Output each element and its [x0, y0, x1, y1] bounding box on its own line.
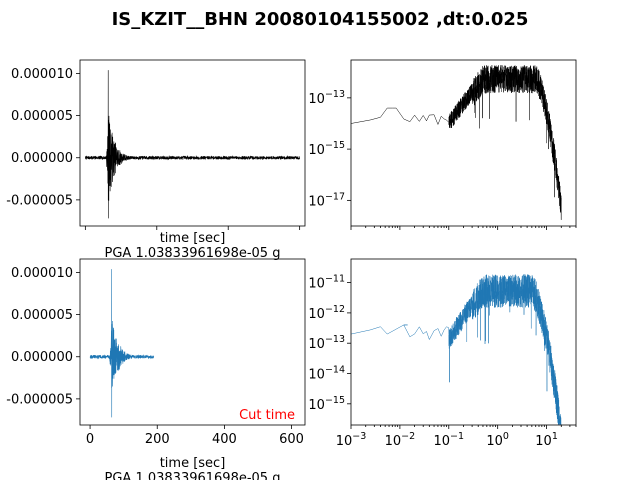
x-tick-label: 100 [486, 431, 509, 449]
y-tick-label: 10−15 [308, 140, 345, 158]
panel-raw_spectrum: 10−17 10−15 10−13 [308, 59, 577, 230]
y-tick-label: 0.000005 [11, 308, 73, 323]
y-tick-label: 10−15 [308, 395, 345, 413]
y-tick-label: -0.000005 [6, 193, 73, 208]
y-tick-label: -0.000005 [6, 392, 73, 407]
figure-title: IS_KZIT__BHN 20080104155002 ,dt:0.025 [112, 9, 529, 30]
y-tick-label: 0.000005 [11, 109, 73, 124]
panel-cut_time: -0.000005 0.000000 0.000005 0.000010 0 200 400… [6, 258, 306, 480]
y-tick-label: 10−11 [308, 274, 345, 292]
y-tick-label: 0.000000 [11, 350, 73, 365]
y-tick-label: 10−13 [308, 334, 345, 352]
series-line [350, 274, 562, 425]
x-tick-label: 0 [86, 432, 94, 447]
pga-caption: PGA 1.03833961698e-05 g [105, 246, 281, 261]
panel-cut_spectrum: 10−3 10−2 10−1 100 101 10−15 10−14 10−13 10−12 10… [308, 258, 577, 449]
y-tick-label: 10−12 [308, 304, 345, 322]
y-tick-label: 0.000010 [11, 67, 73, 82]
series-line [350, 65, 562, 220]
pga-caption: PGA 1.03833961698e-05 g [105, 471, 281, 480]
x-tick-label: 10−2 [385, 431, 416, 449]
plot-frame [350, 258, 577, 426]
x-tick-label: 600 [279, 432, 304, 447]
x-tick-label: 101 [535, 431, 558, 449]
plot-frame [79, 59, 306, 227]
x-tick-label: 200 [145, 432, 170, 447]
plot-frame [79, 258, 306, 426]
x-tick-label: 400 [212, 432, 237, 447]
y-tick-label: 0.000000 [11, 151, 73, 166]
x-tick-label: 10−1 [434, 431, 465, 449]
y-tick-label: 0.000010 [11, 266, 73, 281]
x-axis-label: time [sec] [160, 456, 226, 471]
panel-raw_time: -0.000005 0.000000 0.000005 0.000010 time [s… [6, 59, 306, 261]
cut-time-annotation: Cut time [239, 408, 295, 423]
x-tick-label: 10−3 [336, 431, 367, 449]
x-axis-label: time [sec] [160, 231, 226, 246]
y-tick-label: 10−13 [308, 89, 345, 107]
y-tick-label: 10−14 [308, 365, 345, 383]
series-line [85, 70, 300, 219]
series-line [89, 269, 155, 418]
y-tick-label: 10−17 [308, 191, 345, 209]
